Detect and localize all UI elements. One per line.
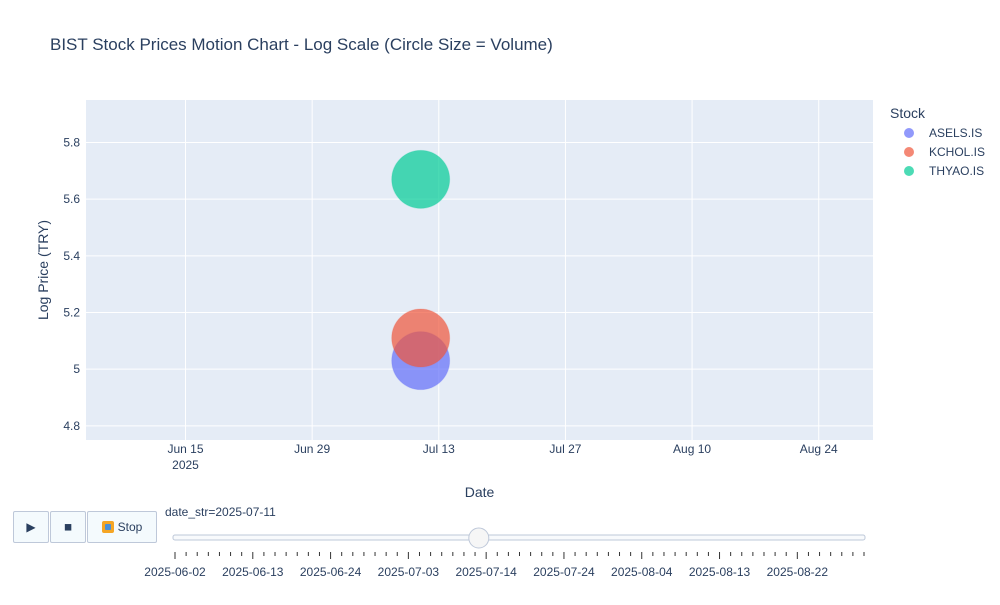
slider-tick-label: 2025-06-24 [300, 565, 362, 579]
pause-button[interactable]: ◼ [50, 511, 86, 543]
slider-tick-label: 2025-07-03 [378, 565, 440, 579]
stop-icon [101, 521, 114, 533]
grid-lines [86, 100, 873, 440]
marker-kchol-is[interactable] [391, 308, 451, 368]
stop-label: Stop [117, 520, 143, 534]
y-axis-title: Log Price (TRY) [35, 220, 51, 320]
slider-rail[interactable] [172, 534, 866, 541]
slider-ticks: 2025-06-02 2025-06-13 2025-06-24 2025-07-03… [144, 552, 865, 579]
y-tick-label: 5 [73, 362, 80, 376]
y-tick-label: 5.2 [63, 306, 80, 320]
y-tick-label: 4.8 [63, 419, 80, 433]
legend-items[interactable]: ASELS.IS KCHOL.IS THYAO.IS [904, 126, 985, 178]
pause-icon: ◼ [63, 521, 73, 533]
x-axis-ticks: Jun 15 2025 Jun 29 Jul 13 Jul 27 Aug 10 Aug 24 [167, 442, 838, 472]
x-tick-label: Jun 15 [167, 442, 203, 456]
x-tick-label: Aug 10 [673, 442, 711, 456]
x-axis-title: Date [465, 484, 495, 500]
x-tick-label: Jul 27 [549, 442, 581, 456]
x-tick-year-label: 2025 [172, 458, 199, 472]
x-tick-label: Jul 13 [423, 442, 455, 456]
x-tick-label: Jun 29 [294, 442, 330, 456]
legend-swatch [904, 166, 914, 176]
slider-tick-label: 2025-06-13 [222, 565, 284, 579]
play-button[interactable]: ▶ [13, 511, 49, 543]
y-tick-label: 5.6 [63, 192, 80, 206]
slider-tick-label: 2025-08-13 [689, 565, 751, 579]
legend-label[interactable]: THYAO.IS [929, 164, 984, 178]
y-tick-label: 5.4 [63, 249, 80, 263]
data-markers[interactable] [391, 149, 451, 391]
slider-current-value: date_str=2025-07-11 [165, 505, 276, 519]
legend-swatch [904, 128, 914, 138]
y-axis-ticks: 4.8 5 5.2 5.4 5.6 5.8 [63, 136, 80, 433]
slider-tick-label: 2025-08-04 [611, 565, 673, 579]
y-tick-label: 5.8 [63, 136, 80, 150]
legend-swatch [904, 147, 914, 157]
legend-title: Stock [890, 105, 926, 121]
plot-area [86, 100, 873, 440]
legend-label[interactable]: ASELS.IS [929, 126, 982, 140]
slider-tick-label: 2025-08-22 [767, 565, 829, 579]
slider-tick-label: 2025-06-02 [144, 565, 206, 579]
slider-tick-label: 2025-07-24 [533, 565, 595, 579]
slider-handle[interactable] [468, 527, 490, 549]
play-icon: ▶ [26, 520, 36, 534]
stop-button[interactable]: Stop [87, 511, 157, 543]
x-tick-label: Aug 24 [800, 442, 838, 456]
legend-label[interactable]: KCHOL.IS [929, 145, 985, 159]
chart-title: BIST Stock Prices Motion Chart - Log Sca… [50, 35, 553, 54]
marker-thyao-is[interactable] [391, 149, 451, 209]
slider-tick-label: 2025-07-14 [455, 565, 517, 579]
legend: Stock ASELS.IS KCHOL.IS THYAO.IS [890, 105, 985, 178]
